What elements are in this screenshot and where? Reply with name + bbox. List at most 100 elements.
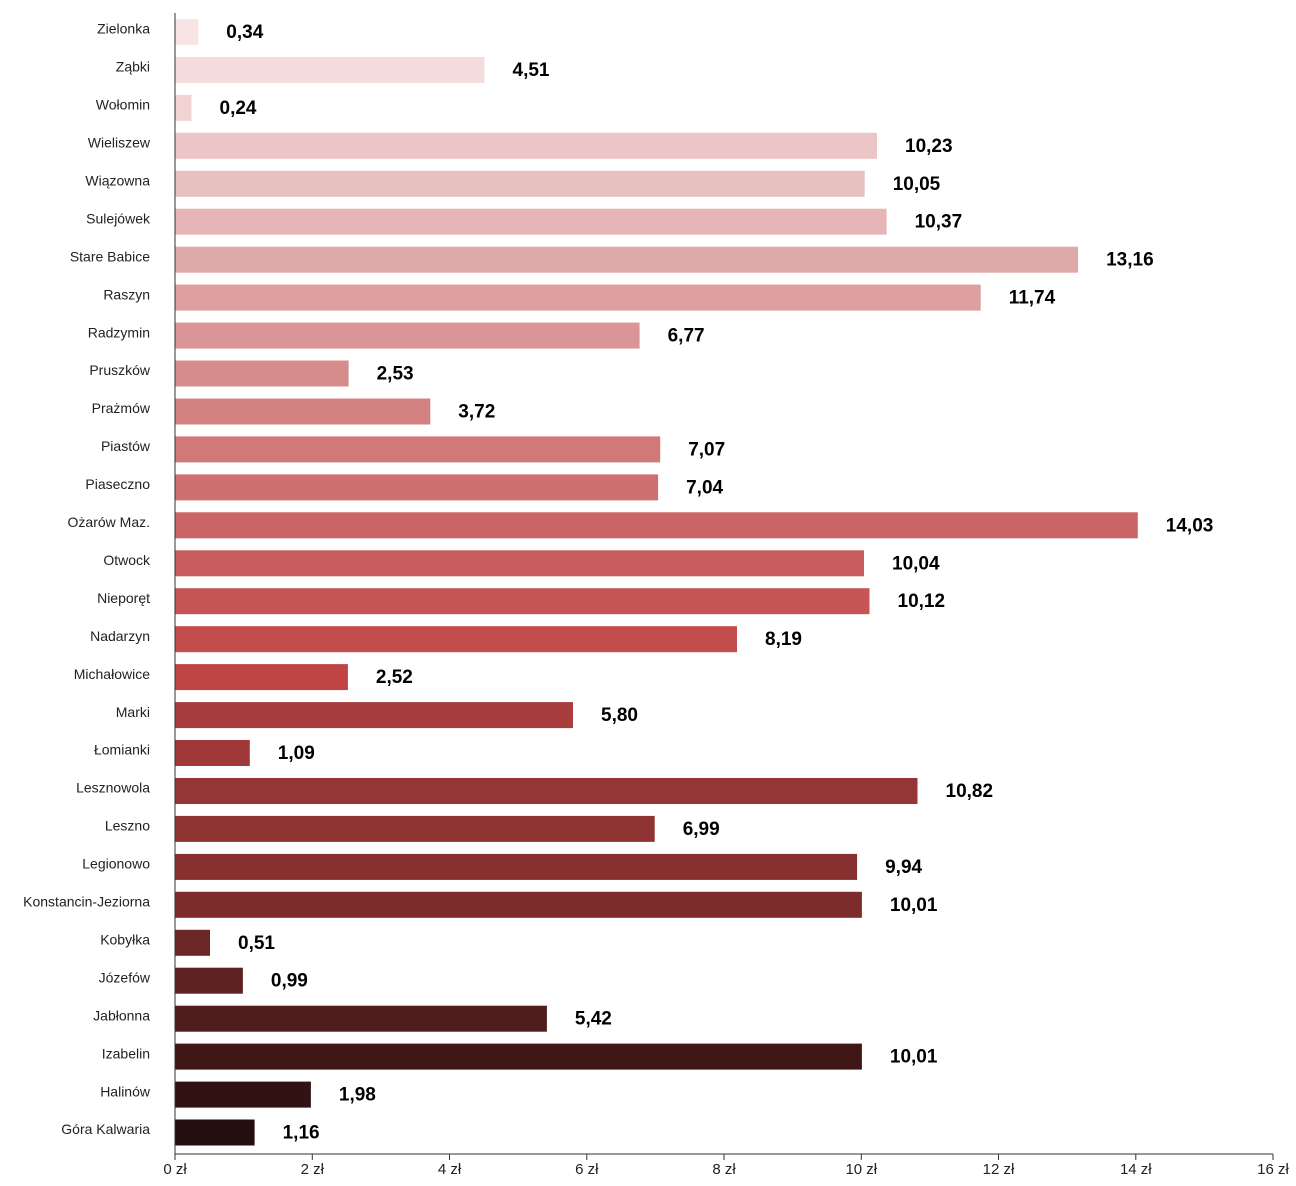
value-label: 1,98 — [339, 1085, 376, 1106]
category-label: Józefów — [99, 969, 151, 985]
category-label: Raszyn — [103, 286, 150, 302]
bar — [175, 967, 243, 994]
category-label: Wiązowna — [85, 173, 150, 189]
x-tick-label: 10 zł — [845, 1161, 877, 1178]
x-tick-label: 12 zł — [983, 1161, 1015, 1178]
category-label: Prażmów — [92, 400, 151, 416]
value-label: 9,94 — [885, 857, 922, 878]
category-label: Marki — [116, 704, 150, 720]
bar — [175, 208, 887, 235]
bar — [175, 436, 661, 463]
bar — [175, 626, 737, 653]
bar — [175, 170, 865, 197]
value-label: 7,04 — [686, 477, 723, 498]
category-label: Sulejówek — [86, 210, 151, 226]
value-label: 10,05 — [893, 174, 941, 195]
bar — [175, 322, 640, 349]
bar — [175, 1043, 862, 1070]
category-label: Stare Babice — [70, 248, 150, 264]
category-label: Michałowice — [74, 666, 150, 682]
x-tick-label: 8 zł — [712, 1161, 736, 1178]
x-tick-label: 4 zł — [438, 1161, 462, 1178]
value-label: 14,03 — [1166, 515, 1214, 536]
bar — [175, 398, 431, 425]
category-label: Halinów — [100, 1083, 151, 1099]
value-label: 2,53 — [377, 364, 414, 385]
value-label: 0,34 — [226, 22, 263, 43]
x-tick-label: 0 zł — [163, 1161, 187, 1178]
value-label: 3,72 — [458, 402, 495, 423]
category-label: Łomianki — [94, 742, 150, 758]
category-label: Piaseczno — [85, 476, 150, 492]
bar — [175, 778, 918, 804]
category-labels: Zielonka Ząbki Wołomin Wieliszew Wiązowna Sul… — [23, 21, 151, 1138]
value-label: 0,51 — [238, 933, 275, 954]
bar — [175, 512, 1138, 539]
value-label: 6,99 — [683, 819, 720, 840]
category-label: Lesznowola — [76, 780, 150, 796]
bar — [175, 550, 864, 577]
bar — [175, 246, 1079, 273]
bar — [175, 56, 485, 83]
bar — [175, 132, 877, 159]
category-label: Zielonka — [97, 21, 150, 37]
value-label: 10,37 — [915, 212, 963, 233]
bar — [175, 1119, 255, 1146]
value-label: 13,16 — [1106, 250, 1154, 271]
bar — [175, 360, 349, 387]
bar — [175, 474, 659, 501]
category-label: Otwock — [103, 552, 151, 568]
bar — [175, 588, 870, 615]
axes-group: 0 zł 2 zł 4 zł 6 zł 8 zł 10 zł 12 zł 14 zł 16 zł — [163, 13, 1290, 1178]
bar — [175, 815, 655, 842]
category-label: Jabłonna — [93, 1007, 150, 1023]
value-labels: 0,34 4,51 0,24 10,23 10,05 10,37 13,16 11,74 6,7… — [220, 22, 1214, 1144]
bar — [175, 1005, 547, 1032]
bar — [175, 740, 250, 766]
x-tick-label: 16 zł — [1257, 1161, 1289, 1178]
value-label: 6,77 — [668, 326, 705, 347]
bar — [175, 853, 858, 880]
bar — [175, 19, 199, 45]
x-tick-label: 14 zł — [1120, 1161, 1152, 1178]
x-tick-label: 6 zł — [575, 1161, 599, 1178]
value-label: 5,80 — [601, 705, 638, 726]
category-label: Nieporęt — [97, 590, 150, 606]
value-label: 0,99 — [271, 971, 308, 992]
category-label: Radzymin — [88, 324, 150, 340]
value-label: 10,12 — [898, 591, 946, 612]
category-label: Ożarów Maz. — [68, 514, 150, 530]
bars-group — [175, 19, 1138, 1146]
category-label: Legionowo — [82, 856, 150, 872]
value-label: 10,01 — [890, 1047, 938, 1068]
category-label: Nadarzyn — [90, 628, 150, 644]
value-label: 5,42 — [575, 1009, 612, 1030]
category-label: Wołomin — [96, 97, 150, 113]
value-label: 8,19 — [765, 629, 802, 650]
value-label: 1,16 — [283, 1123, 320, 1144]
category-label: Kobyłka — [100, 932, 150, 948]
value-label: 7,07 — [688, 439, 725, 460]
value-label: 10,01 — [890, 895, 938, 916]
bar — [175, 94, 192, 121]
x-tick-label: 2 zł — [301, 1161, 325, 1178]
category-label: Ząbki — [116, 59, 150, 75]
value-label: 10,04 — [892, 553, 940, 574]
bar — [175, 1081, 311, 1108]
category-label: Konstancin-Jeziorna — [23, 894, 150, 910]
category-label: Pruszków — [89, 362, 151, 378]
bar — [175, 702, 573, 729]
category-label: Wieliszew — [88, 135, 151, 151]
category-label: Góra Kalwaria — [61, 1121, 150, 1137]
category-label: Izabelin — [102, 1045, 150, 1061]
bar — [175, 891, 862, 918]
value-label: 10,23 — [905, 136, 953, 157]
category-label: Leszno — [105, 818, 150, 834]
value-label: 4,51 — [513, 60, 550, 81]
bar — [175, 929, 210, 956]
value-label: 0,24 — [220, 98, 257, 119]
value-label: 10,82 — [946, 781, 994, 802]
value-label: 1,09 — [278, 743, 315, 764]
bar — [175, 664, 348, 691]
